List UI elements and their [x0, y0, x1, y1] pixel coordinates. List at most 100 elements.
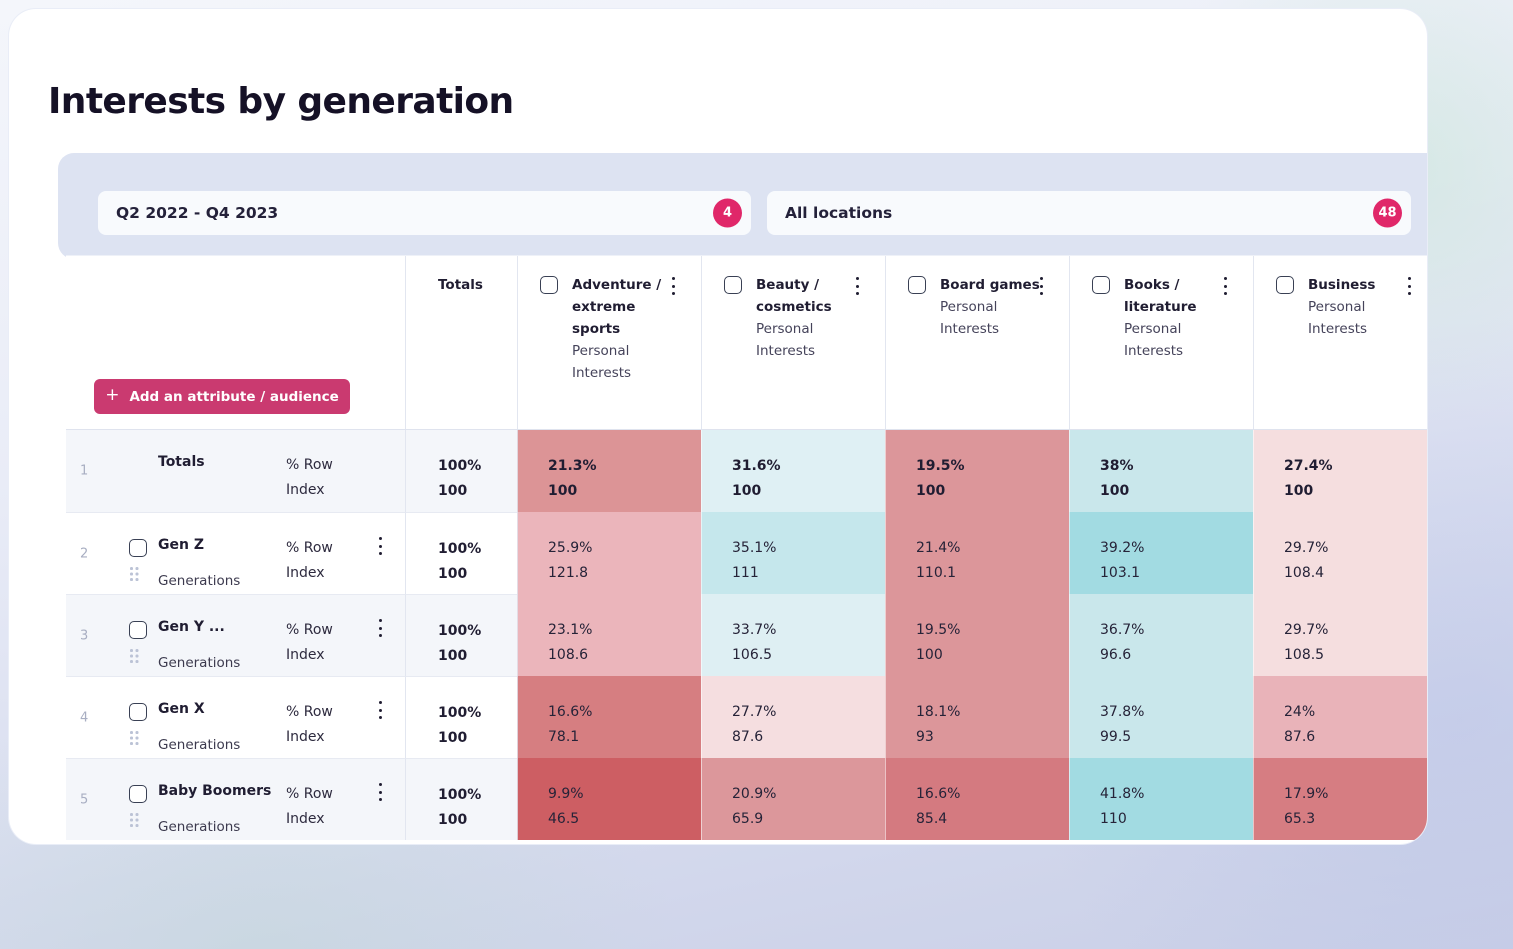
column-checkbox[interactable]	[540, 276, 558, 294]
column-checkbox[interactable]	[1276, 276, 1294, 294]
page-title: Interests by generation	[48, 81, 514, 122]
row-kebab-menu-icon[interactable]	[374, 701, 386, 719]
row-checkbox[interactable]	[129, 539, 147, 557]
row-name: Totals	[158, 454, 205, 470]
totals-percent-value: 100%	[438, 541, 482, 557]
kebab-menu-icon[interactable]	[851, 277, 863, 295]
main-card: Interests by generation Q2 2022 - Q4 202…	[8, 8, 1428, 845]
row-checkbox[interactable]	[129, 785, 147, 803]
add-attribute-audience-button[interactable]: + Add an attribute / audience	[94, 379, 350, 414]
date-range-filter[interactable]: Q2 2022 - Q4 2023 4	[98, 191, 751, 235]
totals-index-value: 100	[438, 730, 468, 746]
index-label: Index	[286, 647, 325, 663]
row-checkbox[interactable]	[129, 703, 147, 721]
row-label-cell: 5 Baby Boomers Generations % Row Index	[66, 758, 405, 840]
row-metric-labels: % Row Index	[286, 453, 333, 503]
totals-index-value: 100	[438, 648, 468, 664]
column-subtitle: Personal Interests	[572, 343, 632, 381]
add-attribute-audience-label: Add an attribute / audience	[129, 388, 339, 405]
data-cell: 41.8% 110	[1069, 758, 1253, 840]
row-kebab-menu-icon[interactable]	[374, 783, 386, 801]
index-label: Index	[286, 482, 325, 498]
data-cell: 31.6% 100	[701, 430, 885, 512]
column-title: Adventure / extreme sports	[572, 277, 662, 337]
row-group-label: Generations	[158, 573, 241, 589]
table-row: 3 Gen Y ... Generations % Row Index 100%…	[66, 594, 1427, 676]
totals-cell: 100% 100	[405, 676, 517, 758]
column-header-text: Business Personal Interests	[1308, 274, 1412, 340]
attribute-column-header: Board games Personal Interests	[885, 256, 1069, 429]
attribute-column-header: Adventure / extreme sports Personal Intere…	[517, 256, 701, 429]
row-kebab-menu-icon[interactable]	[374, 619, 386, 637]
row-kebab-menu-icon[interactable]	[374, 537, 386, 555]
locations-count-badge: 48	[1373, 198, 1402, 228]
data-cell: 19.5% 100	[885, 594, 1069, 676]
date-range-count-badge: 4	[713, 198, 742, 228]
data-cell: 29.7% 108.5	[1253, 594, 1427, 676]
row-group-label: Generations	[158, 737, 241, 753]
column-header-text: Books / literature Personal Interests	[1124, 274, 1228, 362]
data-cell: 27.7% 87.6	[701, 676, 885, 758]
table-row: 2 Gen Z Generations % Row Index 100% 100…	[66, 512, 1427, 594]
percent-row-label: % Row	[286, 704, 333, 720]
drag-handle-icon[interactable]	[130, 649, 139, 663]
attribute-column-header: Beauty / cosmetics Personal Interests	[701, 256, 885, 429]
data-cell: 37.8% 99.5	[1069, 676, 1253, 758]
kebab-menu-icon[interactable]	[1219, 277, 1231, 295]
column-title: Business	[1308, 277, 1376, 293]
data-cell: 18.1% 93	[885, 676, 1069, 758]
data-cell: 38% 100	[1069, 430, 1253, 512]
kebab-menu-icon[interactable]	[1035, 277, 1047, 295]
row-name: Gen X	[158, 701, 205, 717]
column-title: Books / literature	[1124, 277, 1197, 315]
drag-handle-icon[interactable]	[130, 813, 139, 827]
column-checkbox[interactable]	[908, 276, 926, 294]
data-cell: 35.1% 111	[701, 512, 885, 594]
row-label-cell: 2 Gen Z Generations % Row Index	[66, 512, 405, 594]
percent-row-label: % Row	[286, 786, 333, 802]
totals-percent-value: 100%	[438, 705, 482, 721]
totals-cell: 100% 100	[405, 758, 517, 840]
totals-cell: 100% 100	[405, 430, 517, 512]
attribute-column-header: Business Personal Interests	[1253, 256, 1427, 429]
totals-percent-value: 100%	[438, 458, 482, 474]
index-label: Index	[286, 729, 325, 745]
row-group-label: Generations	[158, 819, 241, 835]
column-checkbox[interactable]	[724, 276, 742, 294]
data-cell: 24% 87.6	[1253, 676, 1427, 758]
table-body: 1 Totals % Row Index 100% 100 21.3% 100 31…	[66, 430, 1427, 840]
row-label-cell: 1 Totals % Row Index	[66, 430, 405, 512]
column-subtitle: Personal Interests	[1124, 321, 1184, 359]
drag-handle-icon[interactable]	[130, 731, 139, 745]
column-checkbox[interactable]	[1092, 276, 1110, 294]
kebab-menu-icon[interactable]	[667, 277, 679, 295]
index-label: Index	[286, 811, 325, 827]
row-name: Gen Z	[158, 537, 204, 553]
table-header-row: + Add an attribute / audience Totals Adv…	[66, 255, 1427, 430]
totals-index-value: 100	[438, 483, 468, 499]
row-label-cell: 3 Gen Y ... Generations % Row Index	[66, 594, 405, 676]
data-cell: 36.7% 96.6	[1069, 594, 1253, 676]
data-cell: 16.6% 85.4	[885, 758, 1069, 840]
row-checkbox[interactable]	[129, 621, 147, 639]
data-cell: 23.1% 108.6	[517, 594, 701, 676]
crosstab-table: + Add an attribute / audience Totals Adv…	[66, 255, 1427, 844]
data-cell: 33.7% 106.5	[701, 594, 885, 676]
row-name: Baby Boomers	[158, 783, 272, 799]
row-metric-labels: % Row Index	[286, 782, 333, 832]
data-cell: 27.4% 100	[1253, 430, 1427, 512]
row-group-label: Generations	[158, 655, 241, 671]
data-cell: 25.9% 121.8	[517, 512, 701, 594]
locations-filter[interactable]: All locations 48	[767, 191, 1411, 235]
plus-icon: +	[105, 385, 120, 405]
totals-column-header: Totals	[405, 256, 517, 429]
table-row: 5 Baby Boomers Generations % Row Index 1…	[66, 758, 1427, 840]
data-cell: 20.9% 65.9	[701, 758, 885, 840]
drag-handle-icon[interactable]	[130, 567, 139, 581]
kebab-menu-icon[interactable]	[1403, 277, 1415, 295]
data-cell: 39.2% 103.1	[1069, 512, 1253, 594]
data-cell: 16.6% 78.1	[517, 676, 701, 758]
row-number: 1	[80, 463, 89, 479]
locations-filter-label: All locations	[785, 204, 893, 222]
